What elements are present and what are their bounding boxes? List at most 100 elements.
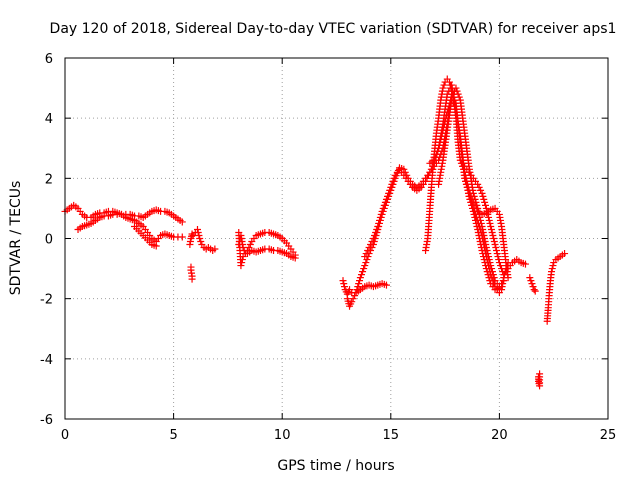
data-point (291, 251, 299, 259)
data-point (480, 195, 488, 203)
data-point (448, 84, 456, 92)
data-point (439, 84, 447, 92)
data-point (193, 225, 201, 233)
chart-title: Day 120 of 2018, Sidereal Day-to-day VTE… (50, 21, 617, 37)
data-point (361, 253, 369, 261)
data-point (496, 262, 504, 270)
data-point (469, 207, 477, 215)
data-point (531, 287, 539, 295)
data-point (351, 292, 359, 300)
data-point (440, 81, 448, 89)
data-point (340, 280, 348, 288)
x-tick-label: 5 (169, 428, 177, 443)
data-point (443, 90, 451, 98)
data-point (365, 244, 373, 252)
data-point (243, 247, 251, 255)
data-point (238, 259, 246, 267)
data-point (390, 174, 398, 182)
data-point (479, 250, 487, 258)
data-point (359, 268, 367, 276)
data-point (488, 228, 496, 236)
data-point (549, 262, 557, 270)
data-point (483, 268, 491, 276)
data-point (484, 271, 492, 279)
data-point (361, 262, 369, 270)
data-point (521, 260, 529, 268)
series-track-m (435, 96, 503, 294)
data-point (477, 186, 485, 194)
data-point (472, 219, 480, 227)
data-point (465, 192, 473, 200)
series-track-e (187, 263, 196, 283)
data-point (188, 230, 196, 238)
data-point (237, 262, 245, 270)
data-point (432, 150, 440, 158)
data-point (448, 96, 456, 104)
data-point (527, 277, 535, 285)
data-point (348, 298, 356, 306)
data-point (385, 189, 393, 197)
data-point (468, 204, 476, 212)
data-point (471, 213, 479, 221)
y-tick-label: 6 (45, 52, 53, 67)
data-point (467, 198, 475, 206)
x-axis-label: GPS time / hours (277, 458, 394, 474)
data-point (449, 90, 457, 98)
data-point (490, 235, 498, 242)
series-track-n (526, 274, 539, 295)
data-point (473, 222, 481, 230)
data-point (470, 210, 478, 218)
data-point (474, 228, 482, 236)
y-tick-label: -4 (40, 353, 53, 368)
data-point (485, 274, 493, 282)
data-point (495, 284, 503, 292)
data-point (380, 201, 388, 209)
data-point (486, 219, 494, 227)
data-point (475, 183, 483, 191)
data-point (451, 102, 459, 110)
data-point (530, 286, 538, 294)
data-point (371, 231, 379, 239)
data-point (373, 225, 381, 233)
data-point (485, 216, 493, 224)
data-point (487, 225, 495, 233)
data-point (477, 241, 485, 249)
data-point (486, 277, 494, 285)
y-axis-label: SDTVAR / TECUs (8, 181, 24, 296)
series-track-o (543, 250, 569, 325)
data-point (188, 275, 196, 283)
data-point (195, 231, 203, 239)
data-point (536, 370, 544, 378)
data-point (368, 238, 376, 246)
data-point (482, 262, 490, 270)
data-point (474, 225, 482, 233)
data-point (482, 265, 490, 273)
y-tick-label: 0 (45, 233, 53, 248)
data-point (476, 235, 484, 242)
data-point (493, 250, 501, 258)
x-tick-label: 10 (274, 428, 291, 443)
data-point (353, 286, 361, 294)
data-point (526, 274, 534, 282)
data-point (388, 180, 396, 188)
data-point (381, 198, 389, 206)
x-tick-label: 20 (491, 428, 508, 443)
data-point (449, 99, 457, 107)
data-point (495, 259, 503, 267)
series-track-d (186, 225, 219, 255)
series-track-c (131, 222, 160, 250)
data-point (479, 192, 487, 200)
series-track-g (235, 228, 299, 270)
series-track-h (339, 277, 390, 298)
data-point (479, 253, 487, 261)
data-point (355, 280, 363, 288)
data-point (466, 195, 474, 203)
data-point (246, 241, 254, 249)
data-point (500, 277, 508, 285)
data-point (493, 247, 501, 255)
data-point (245, 244, 253, 252)
data-point (386, 186, 394, 194)
data-point (152, 242, 160, 250)
axis-ticks: 0 5 10 15 20 25 -6 -4 -2 0 2 4 6 (40, 52, 616, 443)
